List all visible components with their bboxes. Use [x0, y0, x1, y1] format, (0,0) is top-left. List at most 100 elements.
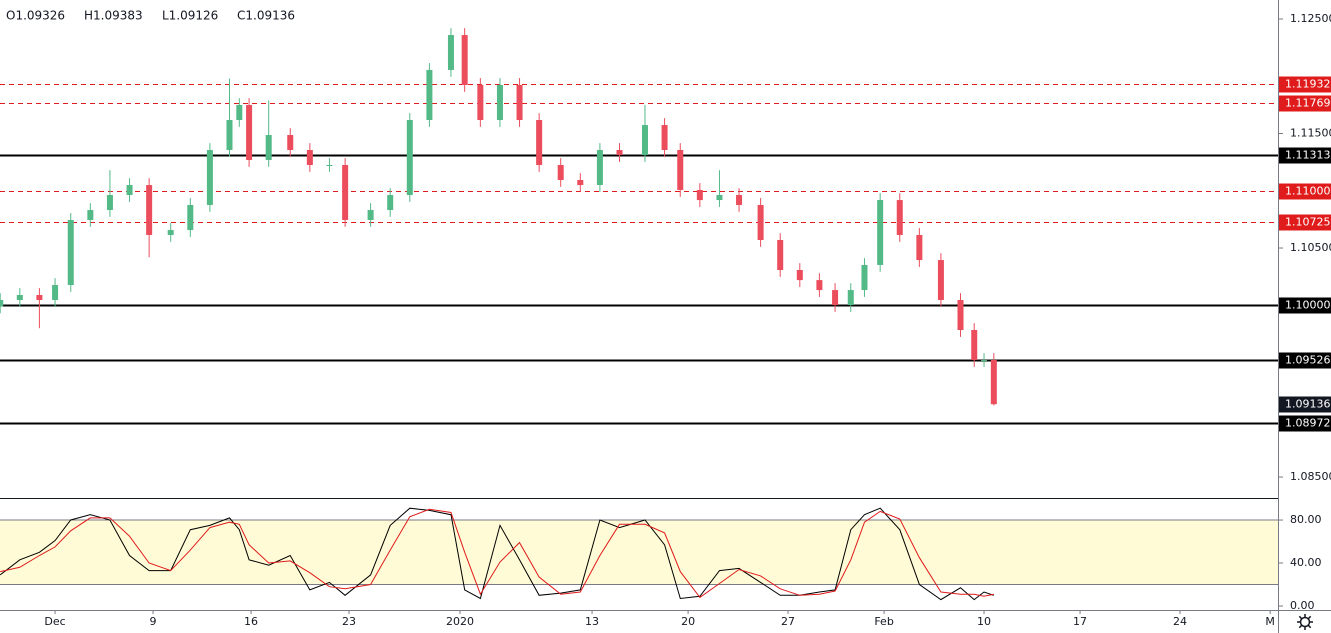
candle-body	[816, 280, 823, 291]
y-tick-label: 1.11500	[1290, 127, 1331, 140]
candle-body	[696, 189, 703, 201]
level-label-box	[1279, 297, 1331, 314]
level-label-box	[1279, 76, 1331, 93]
candle-body	[426, 69, 433, 121]
candle-body	[406, 120, 413, 196]
last-price-label: 1.09136	[1285, 398, 1331, 411]
candle-body	[287, 135, 294, 151]
level-label-box	[1279, 415, 1331, 432]
level-label: 1.09526	[1285, 354, 1331, 367]
x-tick-label: 10	[977, 615, 991, 628]
candle-body	[661, 125, 668, 151]
candle-body	[736, 195, 743, 205]
last-price-box	[1279, 396, 1331, 413]
candle-body	[67, 219, 74, 286]
y-tick-label: 40.00	[1290, 556, 1322, 569]
main-layer	[0, 28, 997, 601]
ohlc-close: C1.09136	[237, 9, 295, 23]
candle-body	[146, 185, 153, 235]
candle-body	[616, 150, 623, 156]
level-label-box	[1279, 183, 1331, 200]
settings-gear[interactable]	[1297, 614, 1313, 630]
candle-body	[981, 360, 988, 362]
candle-body	[367, 210, 374, 220]
candle-body	[832, 290, 839, 306]
x-tick-label: 20	[681, 615, 695, 628]
y-tick-label: 1.12500	[1290, 12, 1331, 25]
level-label: 1.10725	[1285, 216, 1331, 229]
level-label: 1.11313	[1285, 149, 1331, 162]
candle-body	[16, 294, 23, 301]
level-label: 1.11769	[1285, 97, 1331, 110]
candle-body	[342, 165, 349, 220]
x-tick-label: 27	[781, 615, 795, 628]
candle-body	[777, 240, 784, 271]
candle-body	[167, 230, 174, 235]
level-label: 1.11932	[1285, 78, 1331, 91]
ohlc-low: L1.09126	[162, 9, 218, 23]
candle-body	[516, 84, 523, 121]
back-layer	[0, 84, 1278, 586]
x-tick-label: 13	[585, 615, 599, 628]
candle-body	[577, 180, 584, 186]
stoch-line	[0, 508, 994, 599]
candle-body	[265, 135, 272, 160]
candle-body	[557, 165, 564, 181]
candle-body	[477, 84, 484, 121]
candle-body	[847, 290, 854, 306]
y-tick-label: 1.10500	[1290, 241, 1331, 254]
x-tick-label: 24	[1173, 615, 1187, 628]
level-label: 1.10000	[1285, 299, 1331, 312]
candle-body	[796, 270, 803, 281]
candle-body	[187, 204, 194, 231]
candle-body	[757, 204, 764, 241]
candle-body	[677, 150, 684, 190]
candle-body	[36, 294, 43, 301]
x-tick-label: Feb	[874, 615, 893, 628]
candle-body	[246, 105, 253, 160]
candle-body	[87, 210, 94, 220]
candle-body	[716, 195, 723, 201]
x-tick-label: M	[1265, 615, 1275, 628]
x-tick-label: 16	[244, 615, 258, 628]
ohlc-high: H1.09383	[84, 9, 143, 23]
level-label-box	[1279, 95, 1331, 112]
candle-body	[447, 35, 454, 70]
level-label: 1.11000	[1285, 185, 1331, 198]
candle-body	[496, 84, 503, 121]
candle-body	[937, 260, 944, 301]
candle-body	[916, 234, 923, 261]
level-label-box	[1279, 214, 1331, 231]
candle-body	[326, 165, 333, 167]
ohlc-open: O1.09326	[6, 9, 65, 23]
candle-body	[536, 120, 543, 166]
y-tick-label: 80.00	[1290, 513, 1322, 526]
candle-body	[957, 300, 964, 331]
candle-body	[226, 120, 233, 151]
candle-body	[0, 300, 4, 307]
candle-body	[971, 330, 978, 361]
x-tick-label: 2020	[446, 615, 474, 628]
candle-body	[461, 35, 468, 85]
label-layer: 1.12500 1.11500 1.10500 1.08500 1.11932 1.117…	[44, 12, 1331, 628]
candle-body	[126, 185, 133, 196]
candle-body	[896, 200, 903, 235]
candle-body	[52, 285, 59, 301]
x-tick-label: 17	[1073, 615, 1087, 628]
x-tick-label: 23	[342, 615, 356, 628]
x-tick-label: 9	[150, 615, 157, 628]
level-label-box	[1279, 147, 1331, 164]
band-fill	[0, 520, 1278, 585]
candle-body	[596, 150, 603, 186]
y-tick-label: 1.08500	[1290, 470, 1331, 483]
level-label-box	[1279, 352, 1331, 369]
x-tick-label: Dec	[44, 615, 65, 628]
candle-body	[236, 105, 243, 121]
candle-body	[206, 150, 213, 205]
candle-body	[990, 360, 997, 405]
candle-body	[641, 125, 648, 156]
candle-body	[106, 195, 113, 211]
candle-body	[877, 200, 884, 265]
candle-body	[861, 264, 868, 291]
